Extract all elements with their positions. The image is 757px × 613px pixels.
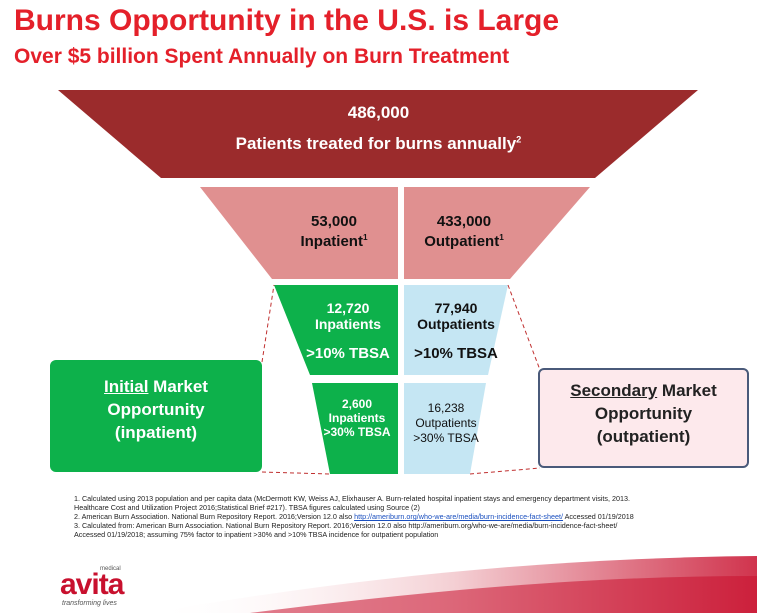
footnote-3a: 3. Calculated from: American Burn Associ… xyxy=(74,521,618,530)
initial-market-callout: Initial Market Opportunity (inpatient) xyxy=(50,360,262,472)
outpatient-30-shape xyxy=(404,383,486,474)
inpatient-30-label: Inpatients xyxy=(328,411,386,425)
footer-wave xyxy=(150,556,757,613)
secondary-market-callout: Secondary Market Opportunity (outpatient… xyxy=(538,368,749,468)
total-patients-value: 486,000 xyxy=(347,103,410,122)
outpatient-10-label: Outpatients xyxy=(417,316,495,332)
funnel-outpatient-band xyxy=(404,187,590,279)
footnote-2-link[interactable]: http://ameriburn.org/who-we-are/media/bu… xyxy=(354,512,564,521)
footnote-1a: 1. Calculated using 2013 population and … xyxy=(74,494,631,503)
page-title: Burns Opportunity in the U.S. is Large xyxy=(14,4,560,37)
inpatient-10-value: 12,720 xyxy=(326,300,370,316)
secondary-bracket-dashes xyxy=(469,284,541,475)
outpatient-10-shape xyxy=(404,285,508,375)
avita-logo: avita xyxy=(60,568,124,601)
secondary-highlight: Secondary xyxy=(570,381,658,400)
footnotes: 1. Calculated using 2013 population and … xyxy=(74,494,724,539)
inpatient-label: Inpatient1 xyxy=(300,233,368,250)
secondary-line3: (outpatient) xyxy=(596,426,691,446)
inpatient-10-shape xyxy=(274,285,398,375)
outpatient-30-tbsa: >30% TBSA xyxy=(413,431,479,445)
page-subtitle: Over $5 billion Spent Annually on Burn T… xyxy=(14,45,510,68)
inpatient-value: 53,000 xyxy=(311,213,357,230)
footnote-3b: Accessed 01/19/2018; assuming 75% factor… xyxy=(74,530,439,539)
outpatient-30-value: 16,238 xyxy=(427,401,465,415)
footnote-2: 2. American Burn Association. National B… xyxy=(74,512,634,521)
inpatient-30-value: 2,600 xyxy=(341,397,373,411)
initial-line2: Opportunity xyxy=(107,399,205,419)
total-patients-label: Patients treated for burns annually2 xyxy=(235,134,522,153)
initial-bracket-dashes xyxy=(261,284,331,475)
outpatient-30-label: Outpatients xyxy=(415,416,477,430)
logo-medical-text: medical xyxy=(100,566,121,572)
inpatient-30-tbsa: >30% TBSA xyxy=(323,425,391,439)
outpatient-value: 433,000 xyxy=(436,213,492,230)
inpatient-10-label: Inpatients xyxy=(314,316,382,332)
funnel-diagram xyxy=(58,90,698,475)
outpatient-10-value: 77,940 xyxy=(434,300,478,316)
funnel-inpatient-band xyxy=(200,187,398,279)
footnote-1b: Healthcare Cost and Utilization Project … xyxy=(74,503,420,512)
initial-highlight: Initial xyxy=(104,377,149,396)
outpatient-10-tbsa: >10% TBSA xyxy=(414,345,498,362)
inpatient-30-shape xyxy=(312,383,398,474)
outpatient-label: Outpatient1 xyxy=(424,233,504,250)
funnel-top-band xyxy=(58,90,698,178)
logo-tagline: transforming lives xyxy=(62,600,117,607)
secondary-line2: Opportunity xyxy=(594,403,693,423)
inpatient-10-tbsa: >10% TBSA xyxy=(306,345,390,362)
initial-line3: (inpatient) xyxy=(114,422,198,442)
